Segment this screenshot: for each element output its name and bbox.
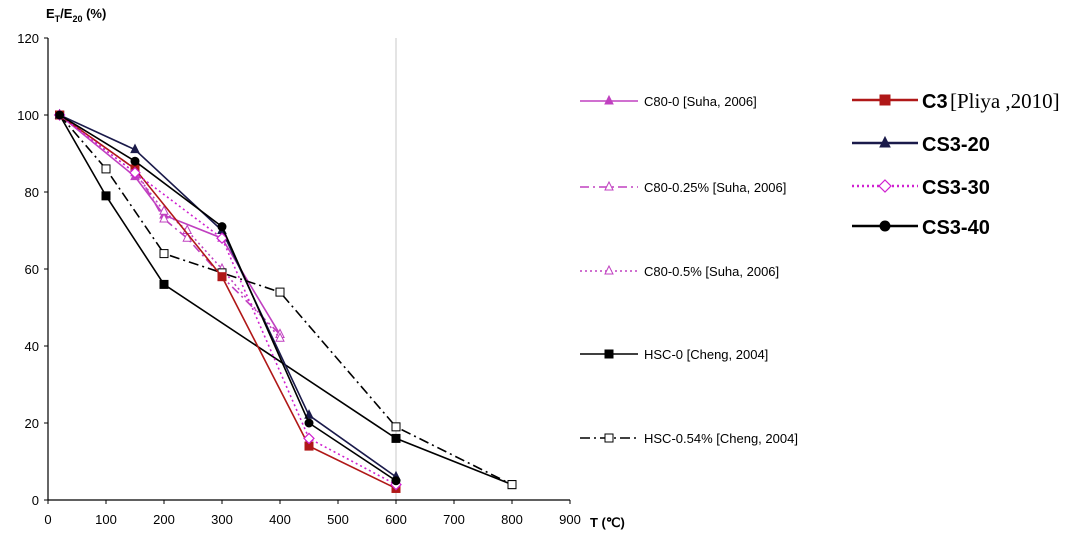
data-point	[304, 409, 314, 419]
legend-label: CS3-20	[922, 134, 990, 156]
data-point	[130, 156, 140, 166]
y-tick-label: 120	[17, 31, 39, 46]
y-tick-label: 40	[25, 339, 39, 354]
legend-label: C80-0.25% [Suha, 2006]	[644, 180, 786, 195]
x-axis-title: T (℃)	[590, 515, 625, 530]
data-point	[159, 279, 169, 289]
legend-item: C80-0.5% [Suha, 2006]	[580, 264, 779, 279]
y-tick-label: 80	[25, 185, 39, 200]
x-tick-label: 600	[385, 512, 407, 527]
legend-reference: [Pliya ,2010]	[950, 89, 1060, 113]
data-point	[304, 418, 314, 428]
legend-label: C3	[922, 91, 948, 113]
legend-item: C80-0.25% [Suha, 2006]	[580, 180, 786, 195]
legend-item: C80-0 [Suha, 2006]	[580, 94, 757, 109]
legend-label: CS3-30	[922, 177, 990, 199]
x-tick-label: 0	[44, 512, 51, 527]
x-tick-label: 300	[211, 512, 233, 527]
series-group	[53, 108, 517, 493]
data-point	[878, 179, 892, 193]
x-tick-label: 800	[501, 512, 523, 527]
data-point	[604, 349, 614, 359]
data-point	[101, 164, 111, 174]
series-c80-0-25-suha-2006-	[54, 108, 285, 338]
data-point	[391, 422, 401, 432]
data-point	[604, 433, 614, 443]
series-line	[59, 114, 281, 339]
legend-right: C3 [Pliya ,2010] CS3-20 CS3-30 CS3-40	[852, 89, 1060, 239]
legend-label: HSC-0.54% [Cheng, 2004]	[644, 431, 798, 446]
y-tick-label: 0	[32, 493, 39, 508]
y-axis-title: ET/E20 (%)	[46, 6, 106, 24]
series-line	[59, 114, 281, 336]
legend-label: HSC-0 [Cheng, 2004]	[644, 347, 768, 362]
data-point	[879, 135, 891, 148]
data-point	[604, 94, 614, 105]
x-tick-label: 500	[327, 512, 349, 527]
data-point	[101, 191, 111, 201]
data-point	[159, 205, 169, 215]
data-point	[216, 232, 228, 245]
legend-label: CS3-40	[922, 217, 990, 239]
legend-item: CS3-20	[852, 134, 990, 156]
data-point	[159, 212, 169, 223]
y-tick-label: 100	[17, 108, 39, 123]
legend-label: C80-0.5% [Suha, 2006]	[644, 264, 779, 279]
data-point	[275, 287, 285, 297]
series-c80-0-5-suha-2006-	[54, 108, 285, 342]
data-point	[879, 220, 891, 232]
legend-item: HSC-0.54% [Cheng, 2004]	[580, 431, 798, 446]
y-tick-label: 60	[25, 262, 39, 277]
legend-item: C3 [Pliya ,2010]	[852, 89, 1060, 113]
series-cs3-40	[55, 110, 401, 486]
x-tick-label: 400	[269, 512, 291, 527]
data-point	[217, 272, 227, 282]
data-point	[275, 332, 285, 342]
data-point	[604, 264, 614, 275]
data-point	[604, 180, 614, 191]
data-point	[217, 222, 227, 232]
data-point	[303, 432, 315, 445]
legend-item: CS3-30	[852, 177, 990, 199]
x-tick-label: 200	[153, 512, 175, 527]
legend-item: HSC-0 [Cheng, 2004]	[580, 347, 768, 362]
data-point	[507, 480, 517, 490]
tick-labels: 0 20 40 60 80 100 120 0 100 200 300 400 500 600 700 800…	[17, 31, 581, 527]
data-point	[159, 249, 169, 259]
x-tick-label: 100	[95, 512, 117, 527]
axes	[44, 37, 571, 504]
legend-label: C80-0 [Suha, 2006]	[644, 94, 757, 109]
data-point	[391, 433, 401, 443]
x-tick-label: 900	[559, 512, 581, 527]
legend-item: CS3-40	[852, 217, 990, 239]
data-point	[55, 110, 65, 120]
data-point	[130, 143, 140, 154]
data-point	[391, 476, 401, 486]
data-point	[129, 166, 141, 179]
x-tick-label: 700	[443, 512, 465, 527]
data-point	[879, 94, 891, 106]
y-tick-label: 20	[25, 416, 39, 431]
legend-left: C80-0 [Suha, 2006] C80-0.25% [Suha, 2006]…	[580, 94, 798, 446]
